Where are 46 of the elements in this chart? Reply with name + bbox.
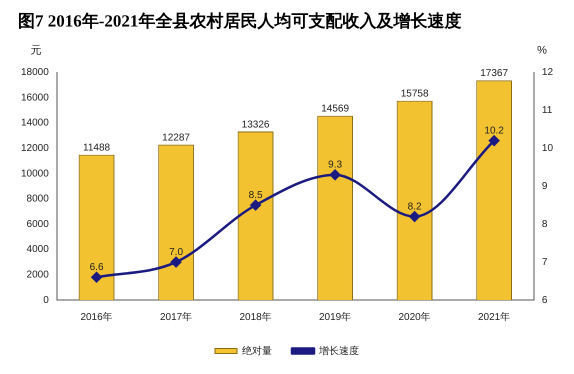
point (330, 170, 340, 180)
y-tick-label: 16000 (20, 92, 50, 104)
y-tick-label: 12000 (20, 143, 50, 154)
data-label: 17367 (480, 68, 508, 80)
y-tick-label: 8000 (26, 194, 50, 205)
point (170, 256, 182, 268)
y2-tick-label: 7 (542, 256, 548, 268)
x-tick-label: 2017年 (160, 310, 192, 323)
data-label: 12287 (162, 132, 190, 144)
y-tick-label: 6000 (26, 218, 50, 230)
y-axis-title: 元 (30, 44, 42, 56)
legend-label: 增长速度 (318, 344, 359, 357)
y2-tick-label: 6 (542, 294, 548, 306)
data-label: 8.2 (408, 201, 422, 212)
legend-label: 绝对量 (242, 344, 272, 357)
point (91, 272, 102, 282)
y-tick-label: 10000 (20, 168, 50, 180)
point (488, 135, 500, 146)
x-tick-label: 2016年 (80, 310, 113, 323)
y-tick-label: 2000 (26, 269, 50, 280)
y2-tick-label: 12 (542, 67, 554, 78)
y2-tick-label: 11 (542, 105, 553, 116)
y-tick-label: 4000 (26, 244, 50, 256)
data-label: 8.5 (248, 190, 263, 201)
point (250, 200, 261, 210)
x-tick-label: 2019年 (318, 310, 352, 323)
y-tick-label: 14000 (20, 118, 50, 129)
x-tick-label: 2021年 (478, 310, 510, 323)
x-tick-label: 2020年 (398, 310, 431, 323)
y-tick-label: 0 (43, 294, 50, 306)
point (409, 211, 420, 222)
data-label: 9.3 (328, 160, 342, 171)
chart-title: 图7 2016年-2021年全县农村居民人均可支配收入及增长速度 (18, 12, 462, 31)
data-label: 13326 (242, 119, 270, 130)
y2-tick-label: 8 (542, 218, 548, 230)
y2-axis-title: % (537, 44, 548, 56)
data-label: 14569 (321, 104, 350, 115)
data-label: 6.6 (90, 262, 104, 273)
y2-tick-label: 9 (542, 180, 548, 192)
data-label: 15758 (400, 88, 429, 100)
x-tick-label: 2018年 (239, 310, 272, 323)
data-label: 7.0 (169, 246, 184, 258)
y2-tick-label: 10 (542, 143, 554, 154)
data-label: 11488 (83, 142, 111, 154)
data-label: 10.2 (484, 125, 504, 136)
y-tick-label: 18000 (20, 67, 50, 78)
